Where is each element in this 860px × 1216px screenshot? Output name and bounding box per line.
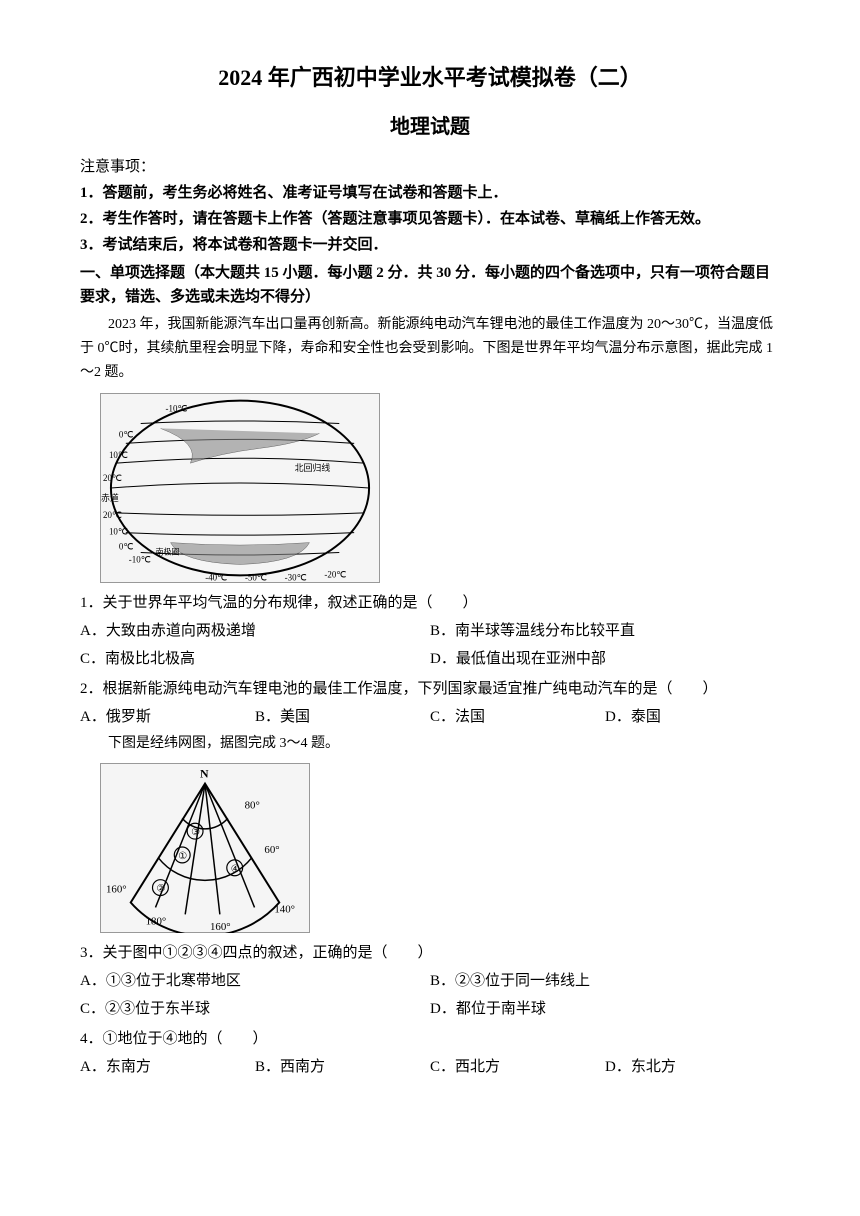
svg-text:④: ④ [231, 864, 240, 875]
svg-text:-50℃: -50℃ [245, 572, 267, 582]
exam-title: 2024 年广西初中学业水平考试模拟卷（二） [80, 60, 780, 95]
svg-text:160°: 160° [106, 884, 127, 896]
svg-text:-10℃: -10℃ [166, 403, 188, 413]
svg-text:-30℃: -30℃ [285, 572, 307, 582]
context-2: 下图是经纬网图，据图完成 3～4 题。 [80, 733, 780, 755]
section-1-header: 一、单项选择题（本大题共 15 小题．每小题 2 分．共 30 分．每小题的四个… [80, 261, 780, 309]
svg-text:-10℃: -10℃ [129, 554, 151, 564]
svg-text:80°: 80° [245, 799, 260, 811]
q3-options-row-2: C．②③位于东半球 D．都位于南半球 [80, 997, 780, 1021]
svg-text:②: ② [156, 884, 165, 895]
q2-option-b: B．美国 [255, 705, 430, 729]
context-1: 2023 年，我国新能源汽车出口量再创新高。新能源纯电动汽车锂电池的最佳工作温度… [80, 313, 780, 384]
notice-header: 注意事项： [80, 155, 780, 179]
notice-item-1: 1．答题前，考生务必将姓名、准考证号填写在试卷和答题卡上． [80, 181, 780, 205]
q4-option-a: A．东南方 [80, 1055, 255, 1079]
svg-text:-20℃: -20℃ [324, 569, 346, 579]
figure-2-container: N 80° 60° ③ ① ② ④ 160° 180° 160° 140° [100, 763, 780, 933]
q2-option-c: C．法国 [430, 705, 605, 729]
q4-options-row: A．东南方 B．西南方 C．西北方 D．东北方 [80, 1055, 780, 1079]
world-temperature-map: -10℃ 0℃ 10℃ 20℃ 赤道 北回归线 20℃ 10℃ 0℃ -10℃ … [100, 393, 380, 583]
svg-text:20℃: 20℃ [103, 509, 122, 519]
q1-option-c: C．南极比北极高 [80, 647, 430, 671]
notice-item-3: 3．考试结束后，将本试卷和答题卡一并交回． [80, 233, 780, 257]
lat-long-grid-map: N 80° 60° ③ ① ② ④ 160° 180° 160° 140° [100, 763, 310, 933]
question-4: 4．①地位于④地的（ ） [80, 1027, 780, 1051]
svg-text:北回归线: 北回归线 [295, 462, 331, 473]
question-2: 2．根据新能源纯电动汽车锂电池的最佳工作温度，下列国家最适宜推广纯电动汽车的是（… [80, 677, 780, 701]
q4-option-c: C．西北方 [430, 1055, 605, 1079]
subject-title: 地理试题 [80, 111, 780, 143]
q1-options-row-1: A．大致由赤道向两极递增 B．南半球等温线分布比较平直 [80, 619, 780, 643]
svg-text:160°: 160° [210, 921, 231, 933]
q4-option-b: B．西南方 [255, 1055, 430, 1079]
q1-option-d: D．最低值出现在亚洲中部 [430, 647, 780, 671]
svg-text:10℃: 10℃ [109, 526, 128, 536]
q3-option-c: C．②③位于东半球 [80, 997, 430, 1021]
svg-text:180°: 180° [146, 915, 167, 927]
svg-text:南极圈: 南极圈 [156, 546, 180, 556]
svg-text:0℃: 0℃ [119, 429, 133, 439]
q3-option-b: B．②③位于同一纬线上 [430, 969, 780, 993]
svg-text:-40℃: -40℃ [205, 572, 227, 582]
svg-text:10℃: 10℃ [109, 450, 128, 460]
svg-text:140°: 140° [274, 903, 295, 915]
q3-option-a: A．①③位于北寒带地区 [80, 969, 430, 993]
q2-option-a: A．俄罗斯 [80, 705, 255, 729]
svg-text:①: ① [178, 851, 187, 862]
notice-item-2: 2．考生作答时，请在答题卡上作答（答题注意事项见答题卡）．在本试卷、草稿纸上作答… [80, 207, 780, 231]
q4-option-d: D．东北方 [605, 1055, 780, 1079]
q3-option-d: D．都位于南半球 [430, 997, 780, 1021]
q1-option-a: A．大致由赤道向两极递增 [80, 619, 430, 643]
svg-text:N: N [200, 767, 209, 781]
q2-options-row: A．俄罗斯 B．美国 C．法国 D．泰国 [80, 705, 780, 729]
q1-options-row-2: C．南极比北极高 D．最低值出现在亚洲中部 [80, 647, 780, 671]
svg-text:赤道: 赤道 [101, 491, 119, 502]
q2-option-d: D．泰国 [605, 705, 780, 729]
svg-text:60°: 60° [264, 844, 279, 856]
svg-text:0℃: 0℃ [119, 541, 133, 551]
q3-options-row-1: A．①③位于北寒带地区 B．②③位于同一纬线上 [80, 969, 780, 993]
svg-text:20℃: 20℃ [103, 473, 122, 483]
figure-1-container: -10℃ 0℃ 10℃ 20℃ 赤道 北回归线 20℃ 10℃ 0℃ -10℃ … [100, 393, 780, 583]
question-1: 1．关于世界年平均气温的分布规律，叙述正确的是（ ） [80, 591, 780, 615]
q1-option-b: B．南半球等温线分布比较平直 [430, 619, 780, 643]
svg-text:③: ③ [191, 827, 200, 838]
question-3: 3．关于图中①②③④四点的叙述，正确的是（ ） [80, 941, 780, 965]
